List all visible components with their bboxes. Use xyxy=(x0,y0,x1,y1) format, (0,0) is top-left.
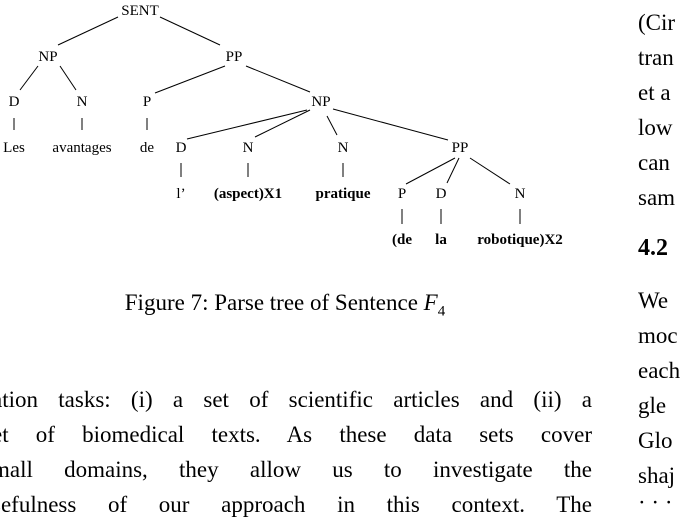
right-column-body-text: (Cir tran et a low can sam xyxy=(638,5,680,215)
tree-node-pp: PP xyxy=(226,49,243,65)
parse-tree-figure: SENT NP PP D N P NP D N N PP P D N Les a… xyxy=(3,3,563,248)
tree-word-aspect-x1: (aspect)X1 xyxy=(214,186,282,202)
tree-edges xyxy=(13,16,521,224)
tree-node-np: NP xyxy=(38,49,57,65)
tree-node-labels: SENT NP PP D N P NP D N N PP P D N xyxy=(9,3,526,202)
paragraph-line: sam xyxy=(638,185,676,210)
paragraph-line: mall domains, they allow us to investiga… xyxy=(0,457,592,482)
tree-word-avantages: avantages xyxy=(52,140,111,156)
tree-node-n: N xyxy=(515,186,526,202)
tree-node-d: D xyxy=(9,94,20,110)
tree-node-n: N xyxy=(338,140,349,156)
tree-word-de: de xyxy=(140,140,155,156)
paragraph-line: · · · xyxy=(638,490,673,515)
figure-caption: Figure 7: Parse tree of Sentence F4 xyxy=(0,290,570,321)
tree-word-la: la xyxy=(435,232,447,248)
tree-word-les: Les xyxy=(3,140,25,156)
paragraph-line: can xyxy=(638,150,670,175)
section-heading: 4.2 xyxy=(638,231,680,266)
tree-node-d: D xyxy=(436,186,447,202)
tree-word-labels: Les avantages de l’ (aspect)X1 pratique … xyxy=(3,140,563,248)
paragraph-line: tran xyxy=(638,45,674,70)
tree-node-np: NP xyxy=(311,94,330,110)
tree-node-sent: SENT xyxy=(121,3,159,19)
paragraph-line: et a xyxy=(638,80,671,105)
tree-node-d: D xyxy=(176,140,187,156)
paragraph-line: low xyxy=(638,115,673,140)
tree-word-de-open: (de xyxy=(392,232,412,248)
tree-node-n: N xyxy=(77,94,88,110)
tree-word-l: l’ xyxy=(176,186,185,202)
paragraph-line: (Cir xyxy=(638,10,676,35)
section-number: 4.2 xyxy=(638,235,668,261)
tree-node-p: P xyxy=(398,186,406,202)
tree-node-n: N xyxy=(243,140,254,156)
left-column-body-text: ation tasks: (i) a set of scientific art… xyxy=(0,382,592,522)
tree-word-robotique-x2: robotique)X2 xyxy=(477,232,563,248)
paragraph-line: shaj xyxy=(638,463,676,488)
tree-node-p: P xyxy=(143,94,151,110)
paragraph-line: Glo xyxy=(638,428,673,453)
right-column-body-text-lower: We moc each gle Glo shaj · · · xyxy=(638,283,680,515)
paragraph-line: ation tasks: (i) a set of scientific art… xyxy=(0,387,592,412)
tree-word-pratique: pratique xyxy=(315,186,370,202)
tree-node-pp: PP xyxy=(452,140,469,156)
paragraph-line: et of biomedical texts. As these data se… xyxy=(0,422,592,447)
paragraph-line: moc xyxy=(638,323,678,348)
paragraph-line: We xyxy=(638,288,669,313)
paragraph-line: each xyxy=(638,358,680,383)
caption-text: Figure 7: Parse tree of Sentence xyxy=(124,290,424,315)
paragraph-line: gle xyxy=(638,393,667,418)
caption-math-variable: F4 xyxy=(423,290,446,320)
paragraph-line: sefulness of our approach in this contex… xyxy=(0,492,592,517)
